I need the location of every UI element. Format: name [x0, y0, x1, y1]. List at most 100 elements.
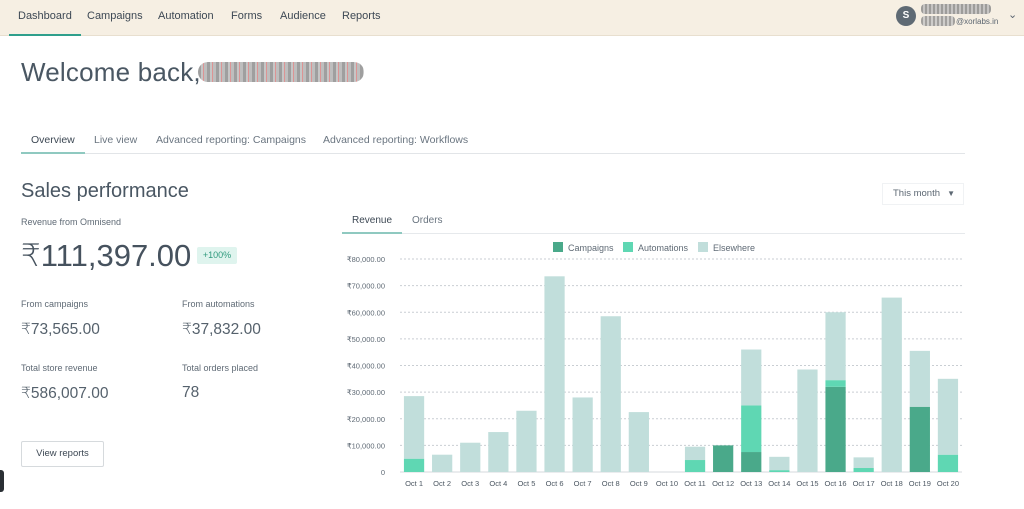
chart-tabs: Revenue Orders — [342, 210, 965, 234]
y-tick-label: ₹30,000.00 — [347, 388, 385, 397]
bar-automations — [853, 468, 874, 472]
revenue-change-badge: +100% — [197, 247, 237, 264]
orders-value: 78 — [182, 384, 200, 401]
y-tick-label: ₹10,000.00 — [347, 441, 385, 450]
x-tick-label: Oct 3 — [461, 479, 479, 488]
redacted-welcome-name — [198, 62, 364, 82]
store-revenue-value: ₹586,007.00 — [21, 385, 109, 402]
y-tick-label: ₹40,000.00 — [347, 362, 385, 371]
tab-advanced-workflows[interactable]: Advanced reporting: Workflows — [323, 134, 469, 146]
legend-label-automations: Automations — [638, 243, 689, 253]
bar-elsewhere — [825, 312, 846, 381]
x-tick-label: Oct 10 — [656, 479, 678, 488]
user-email-suffix: @xorlabs.in — [956, 17, 999, 26]
bar-elsewhere — [853, 457, 874, 469]
redacted-user-email — [921, 16, 955, 26]
legend-swatch-campaigns — [553, 242, 563, 252]
x-tick-label: Oct 5 — [517, 479, 535, 488]
bar-elsewhere — [937, 378, 959, 455]
revenue-chart: ₹80,000.00 ₹70,000.00 ₹60,000.00 ₹50,000.00… — [347, 255, 962, 488]
campaigns-revenue-label: From campaigns — [21, 299, 89, 309]
bar-elsewhere — [516, 410, 537, 472]
redacted-user-name — [921, 4, 991, 14]
period-select[interactable]: This month ▼ — [882, 183, 964, 205]
bar-campaigns — [825, 386, 846, 472]
nav-dashboard[interactable]: Dashboard — [9, 0, 81, 36]
caret-down-icon: ▼ — [947, 189, 955, 198]
bar-automations — [403, 458, 425, 472]
chart-tab-orders[interactable]: Orders — [412, 215, 443, 226]
bar-elsewhere — [684, 446, 706, 461]
legend-campaigns[interactable]: Campaigns — [553, 242, 614, 253]
x-tick-label: Oct 16 — [825, 479, 847, 488]
user-avatar[interactable]: S — [896, 6, 916, 26]
bar-automations — [769, 470, 790, 472]
nav-forms[interactable]: Forms — [231, 10, 263, 22]
x-tick-label: Oct 18 — [881, 479, 903, 488]
x-tick-label: Oct 12 — [712, 479, 734, 488]
y-tick-label: ₹60,000.00 — [347, 308, 385, 317]
nav-reports[interactable]: Reports — [342, 10, 381, 22]
top-navigation-bar: Dashboard Campaigns Automation Forms Aud… — [0, 0, 1024, 36]
legend-automations[interactable]: Automations — [623, 242, 688, 253]
x-tick-label: Oct 8 — [602, 479, 620, 488]
tab-live-view[interactable]: Live view — [94, 134, 138, 146]
x-tick-label: Oct 14 — [768, 479, 790, 488]
revenue-value: ₹111,397.00 — [21, 238, 192, 273]
period-select-value: This month — [893, 188, 940, 199]
bar-elsewhere — [909, 350, 930, 407]
tab-overview[interactable]: Overview — [21, 128, 85, 154]
revenue-label: Revenue from Omnisend — [21, 217, 122, 227]
x-tick-label: Oct 4 — [489, 479, 507, 488]
bar-elsewhere — [881, 297, 902, 472]
x-tick-label: Oct 15 — [796, 479, 818, 488]
y-tick-label: ₹70,000.00 — [347, 282, 385, 291]
view-reports-button[interactable]: View reports — [21, 441, 104, 467]
x-tick-label: Oct 17 — [853, 479, 875, 488]
x-tick-label: Oct 7 — [574, 479, 592, 488]
bar-elsewhere — [769, 456, 790, 471]
x-tick-label: Oct 2 — [433, 479, 451, 488]
tab-advanced-campaigns[interactable]: Advanced reporting: Campaigns — [156, 134, 307, 146]
bar-elsewhere — [628, 412, 649, 472]
bar-elsewhere — [600, 316, 621, 472]
x-tick-label: Oct 19 — [909, 479, 931, 488]
x-tick-label: Oct 1 — [405, 479, 423, 488]
legend-swatch-automations — [623, 242, 633, 252]
bar-elsewhere — [403, 396, 425, 459]
bar-elsewhere — [544, 276, 565, 472]
legend-label-campaigns: Campaigns — [568, 243, 614, 253]
nav-audience[interactable]: Audience — [280, 10, 326, 22]
x-tick-label: Oct 9 — [630, 479, 648, 488]
y-tick-label: ₹80,000.00 — [347, 255, 385, 264]
bar-elsewhere — [797, 369, 818, 472]
bar-automations — [741, 405, 762, 453]
x-tick-label: Oct 11 — [684, 479, 706, 488]
bar-campaigns — [713, 445, 734, 472]
bar-automations — [684, 460, 706, 472]
x-tick-label: Oct 13 — [740, 479, 762, 488]
bar-campaigns — [741, 452, 762, 472]
chart-tab-revenue[interactable]: Revenue — [342, 210, 403, 234]
orders-label: Total orders placed — [182, 363, 259, 373]
bar-elsewhere — [572, 397, 593, 472]
bar-elsewhere — [488, 432, 509, 472]
bar-elsewhere — [460, 442, 481, 472]
y-tick-label: ₹50,000.00 — [347, 335, 385, 344]
bar-campaigns — [909, 406, 930, 472]
legend-elsewhere[interactable]: Elsewhere — [698, 242, 755, 253]
bar-automations — [825, 380, 846, 387]
nav-automation[interactable]: Automation — [158, 10, 214, 22]
campaigns-revenue-value: ₹73,565.00 — [21, 321, 100, 338]
automations-revenue-value: ₹37,832.00 — [182, 321, 261, 338]
legend-label-elsewhere: Elsewhere — [713, 243, 756, 253]
sales-performance-title: Sales performance — [21, 180, 189, 202]
page-tabs: Overview Live view Advanced reporting: C… — [21, 128, 965, 154]
automations-revenue-label: From automations — [182, 299, 255, 309]
bar-automations — [937, 454, 959, 472]
scroll-edge-handle — [0, 470, 4, 492]
chevron-down-icon[interactable]: ⌄ — [1008, 9, 1018, 21]
bar-elsewhere — [741, 349, 762, 406]
x-tick-label: Oct 20 — [937, 479, 959, 488]
nav-campaigns[interactable]: Campaigns — [87, 10, 143, 22]
